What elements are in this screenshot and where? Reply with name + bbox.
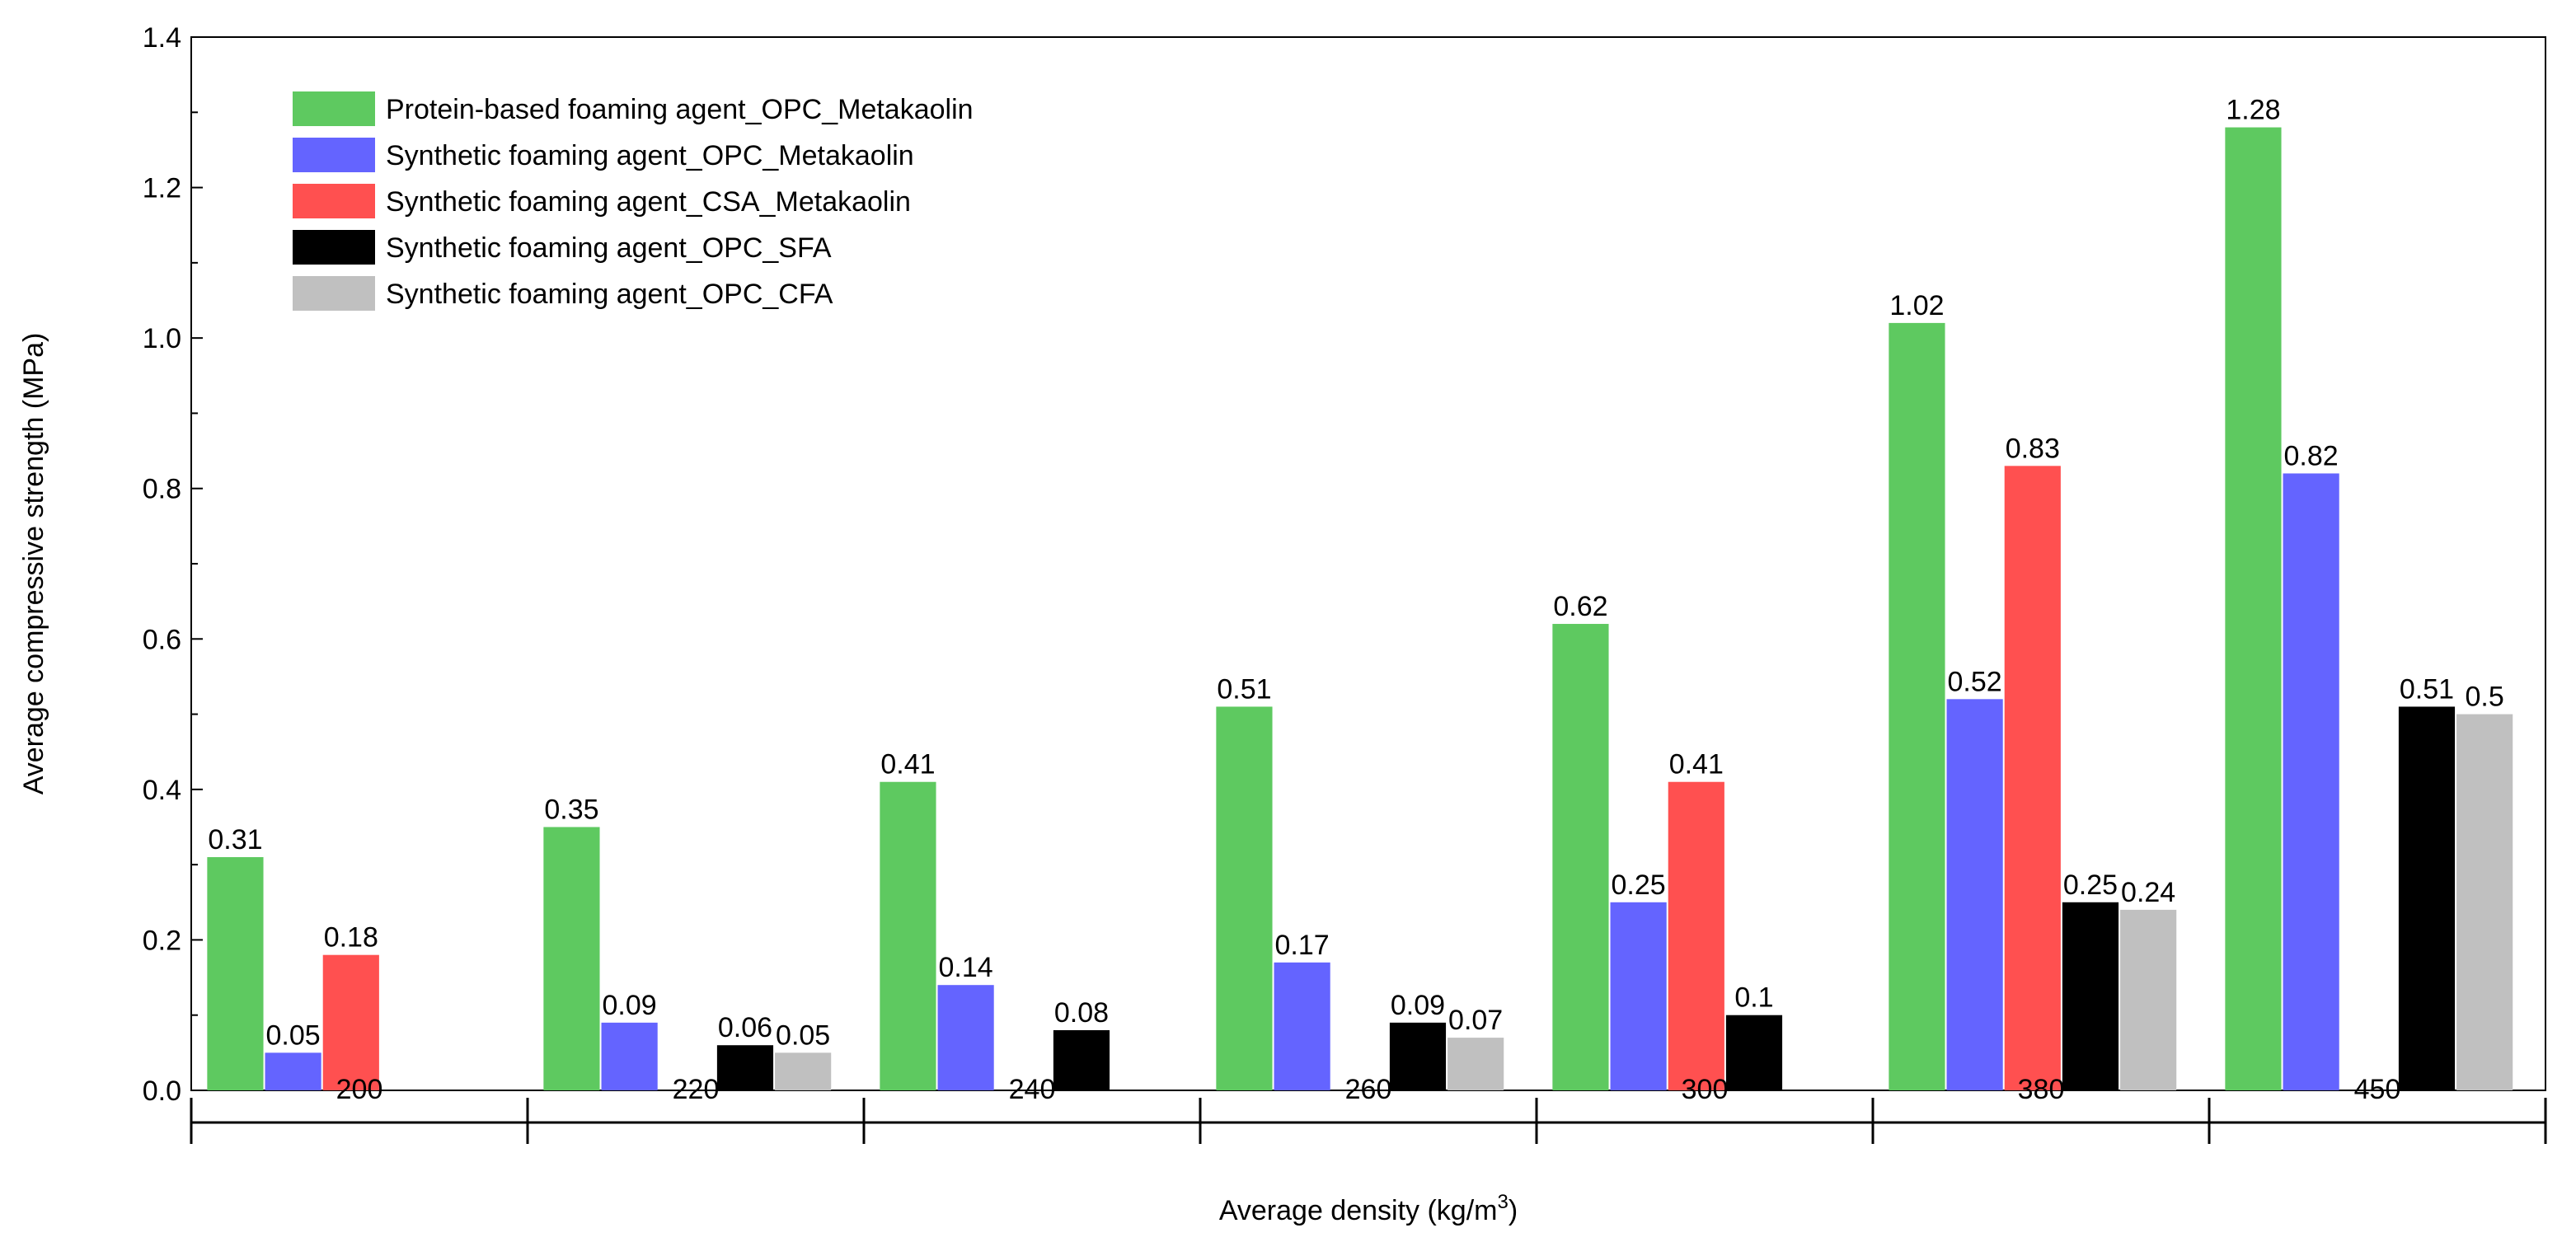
data-label: 0.17: [1275, 930, 1330, 961]
bar: [2062, 902, 2119, 1090]
legend-label: Synthetic foaming agent_OPC_CFA: [386, 279, 833, 310]
y-axis-title: Average compressive strength (MPa): [18, 333, 49, 795]
legend: Protein-based foaming agent_OPC_Metakaol…: [293, 91, 974, 311]
data-label: 0.05: [266, 1019, 321, 1051]
data-label: 0.52: [1948, 666, 2002, 697]
x-axis-title-text: Average density (kg/m: [1219, 1195, 1498, 1226]
x-tick-label: 380: [2018, 1074, 2065, 1105]
bars: [207, 127, 2513, 1091]
data-label: 0.51: [1217, 673, 1271, 705]
bar: [1389, 1022, 1447, 1090]
data-label: 0.83: [2006, 433, 2060, 464]
x-tick-label: 300: [1682, 1074, 1729, 1105]
bar: [716, 1045, 774, 1090]
bar: [601, 1022, 658, 1090]
bar: [1053, 1029, 1110, 1090]
x-tick-label: 200: [336, 1074, 383, 1105]
data-label: 0.82: [2284, 440, 2339, 471]
data-label: 0.18: [324, 922, 378, 954]
data-labels: 0.31 0.35 0.41 0.51 0.62 1.02 1.28 0.05 0.09 0.14…: [208, 95, 2503, 1052]
legend-swatch: [293, 276, 375, 311]
data-label: 0.35: [544, 794, 598, 826]
bar: [2398, 706, 2456, 1090]
data-label: 0.07: [1448, 1005, 1503, 1036]
bar: [1946, 699, 2003, 1090]
y-tick-label: 0.0: [143, 1076, 181, 1107]
y-tick-label: 0.6: [143, 624, 181, 655]
legend-swatch: [293, 230, 375, 265]
data-label: 0.05: [776, 1019, 830, 1051]
data-label: 0.62: [1553, 591, 1607, 622]
data-label: 0.41: [880, 749, 935, 780]
x-axis: 200 220 240 260 300 380 450: [190, 1074, 2547, 1144]
data-label: 0.1: [1734, 982, 1773, 1014]
bar: [1725, 1015, 1783, 1090]
bar: [775, 1052, 832, 1090]
bar: [1448, 1038, 1504, 1090]
x-axis-title-close: ): [1509, 1195, 1518, 1226]
bar: [2283, 473, 2339, 1090]
bar: [1274, 962, 1330, 1090]
data-label: 1.02: [1889, 290, 1944, 321]
bar: [207, 857, 264, 1090]
bar: [1668, 781, 1724, 1090]
bar: [2120, 909, 2177, 1090]
x-tick-label: 220: [673, 1074, 720, 1105]
bar: [1889, 322, 1945, 1090]
bar: [2225, 127, 2282, 1091]
data-label: 0.5: [2466, 682, 2504, 713]
data-label: 0.51: [2400, 673, 2454, 705]
data-label: 0.24: [2121, 877, 2175, 908]
legend-swatch: [293, 91, 375, 126]
data-label: 0.14: [939, 952, 993, 983]
data-label: 0.09: [603, 990, 657, 1021]
bar: [937, 985, 994, 1090]
legend-label: Protein-based foaming agent_OPC_Metakaol…: [386, 94, 974, 125]
bar: [1610, 902, 1667, 1090]
y-tick-label: 1.4: [143, 22, 181, 54]
bar: [880, 781, 936, 1090]
bar: [2004, 466, 2061, 1090]
bar: [322, 954, 379, 1090]
y-tick-label: 1.0: [143, 323, 181, 354]
data-label: 0.08: [1054, 997, 1109, 1029]
bar: [1552, 624, 1609, 1090]
bar: [265, 1052, 321, 1090]
x-tick-label: 450: [2354, 1074, 2401, 1105]
data-label: 1.28: [2226, 95, 2280, 126]
data-label: 0.25: [1612, 869, 1666, 901]
y-tick-label: 0.2: [143, 925, 181, 956]
x-axis-title-superscript: 3: [1497, 1191, 1508, 1213]
x-axis-title: Average density (kg/m3): [1219, 1191, 1518, 1226]
data-label: 0.06: [718, 1012, 772, 1043]
y-tick-label: 0.8: [143, 474, 181, 505]
x-tick-label: 240: [1009, 1074, 1056, 1105]
legend-swatch: [293, 184, 375, 218]
legend-label: Synthetic foaming agent_OPC_Metakaolin: [386, 140, 914, 171]
legend-swatch: [293, 138, 375, 172]
y-tick-label: 0.4: [143, 775, 181, 806]
y-tick-label: 1.2: [143, 173, 181, 204]
bar: [1216, 706, 1273, 1090]
data-label: 0.09: [1391, 990, 1445, 1021]
legend-label: Synthetic foaming agent_OPC_SFA: [386, 232, 832, 264]
y-axis: 0.0 0.2 0.4 0.6 0.8 1.0 1.2 1.4: [143, 22, 203, 1107]
x-tick-label: 260: [1345, 1074, 1392, 1105]
data-label: 0.25: [2063, 869, 2118, 901]
bar: [2456, 714, 2513, 1090]
data-label: 0.31: [208, 824, 262, 855]
bar: [543, 827, 600, 1090]
legend-label: Synthetic foaming agent_CSA_Metakaolin: [386, 186, 911, 218]
data-label: 0.41: [1669, 749, 1724, 780]
